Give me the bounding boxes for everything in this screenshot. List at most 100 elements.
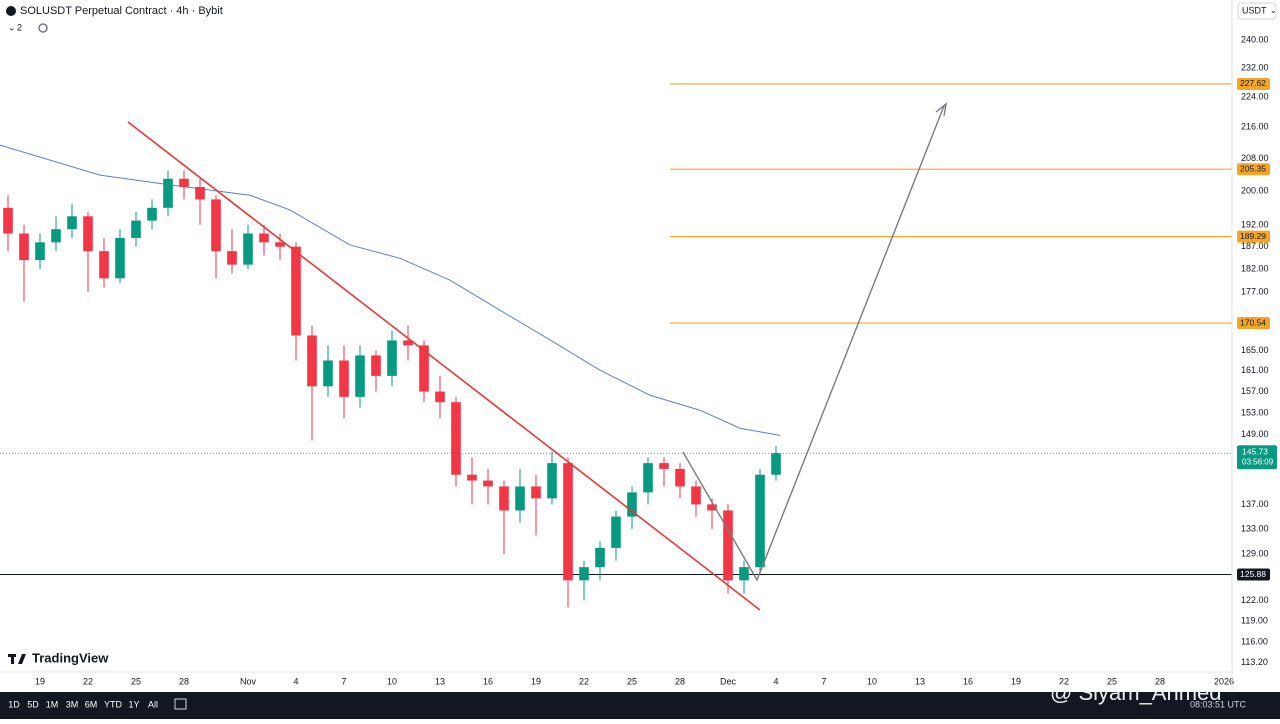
candle-body — [371, 355, 381, 376]
arrow-head — [935, 102, 947, 117]
price-line-label-box — [1237, 317, 1270, 330]
x-tick-label: 7 — [821, 676, 826, 686]
y-tick-label: 200.00 — [1241, 185, 1269, 195]
candle-body — [259, 233, 269, 243]
range-buttons: 1D 5D 1M 3M 6M YTD 1Y All — [8, 699, 158, 709]
range-button[interactable]: All — [148, 699, 158, 709]
candle-body — [707, 504, 717, 511]
range-button[interactable]: 1D — [8, 699, 20, 709]
candle-body — [531, 486, 541, 499]
last-price-box — [1237, 445, 1277, 470]
candle-body — [99, 251, 109, 279]
candle-body — [227, 251, 237, 265]
price-line-label-box — [1237, 230, 1270, 243]
y-tick-label: 116.00 — [1241, 637, 1268, 647]
y-tick-label: 119.00 — [1241, 615, 1268, 625]
candle-body — [451, 402, 461, 475]
y-tick-label: 177.00 — [1241, 287, 1269, 297]
x-tick-label: 19 — [35, 676, 45, 686]
candle-body — [435, 391, 445, 403]
last-price-label: 145.73 — [1242, 446, 1268, 456]
clock: 08:03:51 UTC — [1190, 699, 1247, 709]
candle-body — [467, 474, 477, 481]
x-tick-label: 4 — [293, 676, 298, 686]
candle-body — [67, 216, 77, 230]
y-tick-label: 161.00 — [1241, 365, 1269, 375]
candle-body — [419, 345, 429, 392]
x-tick-label: Nov — [240, 676, 257, 686]
price-line-label: 125.88 — [1240, 569, 1266, 579]
candle-body — [51, 229, 61, 243]
x-tick-label: 28 — [1155, 676, 1165, 686]
x-tick-label: 19 — [531, 676, 541, 686]
y-tick-label: 149.00 — [1241, 429, 1269, 439]
range-button[interactable]: 3M — [66, 699, 79, 709]
candle-body — [739, 567, 749, 581]
symbol-icon[interactable] — [6, 6, 16, 16]
settings-icon[interactable] — [38, 23, 48, 33]
candle-body — [275, 242, 285, 247]
candle-body — [755, 474, 765, 568]
bottom-toolbar — [0, 692, 1280, 719]
candle-body — [291, 246, 301, 336]
plot-area: 240.00 232.00 224.00 216.00 208.00 200.00 192.… — [0, 34, 1277, 686]
candle-body — [579, 567, 589, 581]
watermark: @ Siyam_Ahmed — [1050, 680, 1222, 705]
logo-mark — [11, 654, 14, 664]
currency-button[interactable] — [1237, 2, 1277, 20]
x-tick-label: 16 — [483, 676, 493, 686]
date-range-icon[interactable] — [174, 698, 187, 710]
y-tick-label: 113.20 — [1241, 657, 1268, 667]
candle-body — [643, 463, 653, 493]
candle-body — [19, 233, 29, 261]
candle-body — [387, 340, 397, 376]
candle-body — [675, 468, 685, 487]
y-tick-label: 122.00 — [1241, 595, 1269, 605]
candle-body — [515, 486, 525, 511]
candle-body — [35, 242, 45, 261]
y-tick-label: 224.00 — [1241, 92, 1269, 102]
range-button[interactable]: 5D — [27, 699, 39, 709]
price-line-label: 205.35 — [1240, 163, 1266, 173]
candle-body — [83, 216, 93, 252]
currency[interactable]: USDT — [1242, 5, 1267, 15]
candle-body — [323, 360, 333, 387]
price-line-label: 189.29 — [1240, 231, 1266, 241]
range-button[interactable]: 1Y — [128, 699, 139, 709]
price-line-label-box — [1237, 77, 1270, 90]
y-tick-label: 137.00 — [1241, 499, 1269, 509]
candle-body — [211, 199, 221, 252]
range-button[interactable]: 6M — [85, 699, 98, 709]
price-line-label: 170.54 — [1240, 317, 1266, 327]
currency-caret: ⌄ — [1270, 6, 1277, 15]
candle-body — [723, 510, 733, 581]
indicator-count[interactable]: 2 — [17, 22, 22, 32]
candle-body — [147, 207, 157, 221]
range-button[interactable]: YTD — [104, 699, 123, 709]
collapse-icon[interactable]: ⌄ — [8, 22, 16, 32]
candle-body — [547, 463, 557, 499]
candle-body — [355, 355, 365, 397]
x-tick-label: 7 — [341, 676, 346, 686]
y-tick-label: 157.00 — [1241, 386, 1269, 396]
x-tick-label: 2026 — [1214, 676, 1234, 686]
x-tick-label: 22 — [579, 676, 589, 686]
x-tick-label: Dec — [720, 676, 737, 686]
symbol-title[interactable]: SOLUSDT Perpetual Contract · 4h · Bybit — [20, 5, 223, 17]
candle-body — [659, 463, 669, 469]
y-tick-label: 187.00 — [1241, 241, 1269, 251]
x-tick-label: 25 — [627, 676, 637, 686]
y-tick-label: 216.00 — [1241, 122, 1269, 132]
candle-body — [115, 237, 125, 279]
x-tick-label: 19 — [1011, 676, 1021, 686]
brand-name: TradingView — [32, 650, 109, 665]
price-line-label: 227.62 — [1240, 78, 1266, 88]
range-button[interactable]: 1M — [46, 699, 59, 709]
x-tick-label: 28 — [179, 676, 189, 686]
y-tick-label: 240.00 — [1241, 34, 1269, 44]
brand-logo[interactable]: TradingView — [8, 650, 109, 665]
candle-body — [403, 340, 413, 346]
candle-body — [195, 186, 205, 200]
